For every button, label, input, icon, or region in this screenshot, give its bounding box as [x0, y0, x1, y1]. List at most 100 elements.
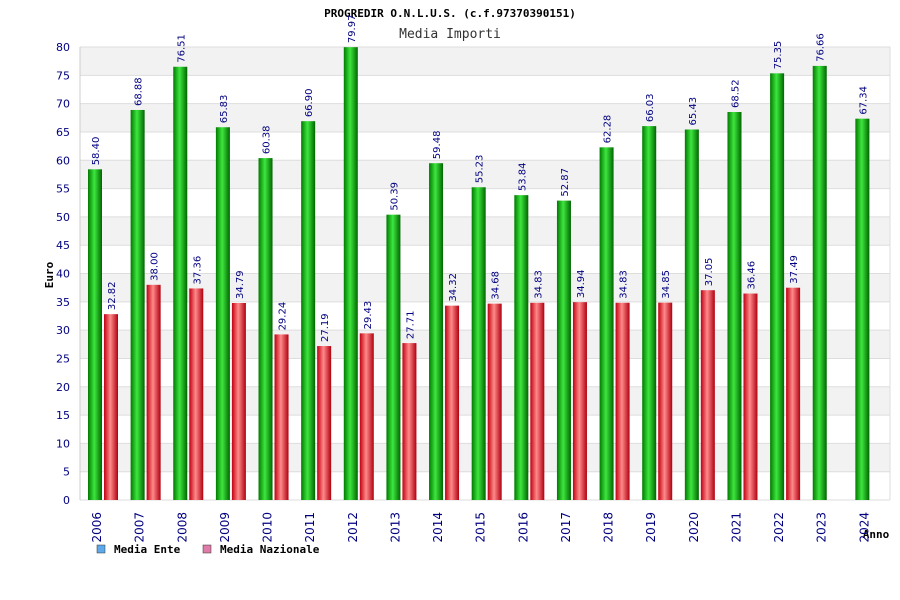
bar-media-ente — [258, 158, 273, 500]
data-label: 34.94 — [576, 270, 587, 299]
legend-swatch-media-ente — [96, 544, 106, 554]
bar-media-ente — [556, 200, 571, 500]
data-label: 68.88 — [134, 77, 145, 106]
data-label: 27.71 — [405, 310, 416, 339]
bar-media-ente — [642, 126, 657, 500]
data-label: 34.85 — [661, 270, 672, 299]
x-tick-label: 2013 — [388, 512, 402, 543]
x-tick-label: 2023 — [815, 512, 829, 543]
bar-media-ente — [727, 112, 742, 501]
bar-media-nazionale — [402, 343, 417, 500]
data-label: 53.84 — [517, 162, 528, 191]
data-label: 37.36 — [192, 256, 203, 285]
x-tick-label: 2008 — [175, 512, 189, 543]
y-tick-label: 50 — [56, 211, 70, 224]
grid-band — [80, 131, 890, 161]
data-label: 60.38 — [262, 125, 273, 154]
x-tick-label: 2019 — [644, 512, 658, 543]
bar-media-nazionale — [743, 293, 758, 500]
data-label: 62.28 — [603, 115, 614, 144]
bar-media-ente — [88, 169, 102, 500]
data-label: 68.52 — [730, 79, 741, 108]
data-label: 29.43 — [363, 301, 374, 330]
bar-media-nazionale — [572, 302, 587, 500]
bar-media-ente — [386, 214, 401, 500]
legend-label-media-nazionale: Media Nazionale — [220, 543, 320, 556]
x-tick-label: 2012 — [346, 512, 360, 543]
data-label: 38.00 — [150, 252, 161, 281]
bar-media-nazionale — [445, 305, 460, 500]
data-label: 34.68 — [491, 271, 502, 300]
bar-media-nazionale — [317, 346, 332, 500]
x-tick-label: 2016 — [516, 512, 530, 543]
data-label: 29.24 — [278, 302, 289, 331]
data-label: 52.87 — [560, 168, 571, 197]
data-label: 79.97 — [347, 15, 358, 44]
bar-media-nazionale — [146, 284, 161, 500]
bar-media-ente — [343, 47, 358, 501]
data-label: 55.23 — [475, 155, 486, 184]
data-label: 32.82 — [107, 282, 118, 311]
x-tick-label: 2011 — [303, 512, 317, 543]
bar-media-ente — [471, 187, 486, 500]
data-label: 67.34 — [858, 86, 869, 115]
data-label: 76.66 — [816, 33, 827, 62]
bar-media-ente — [855, 118, 870, 500]
x-tick-label: 2018 — [602, 512, 616, 543]
data-label: 34.32 — [448, 273, 459, 302]
data-label: 34.79 — [235, 270, 246, 299]
bar-media-ente — [215, 127, 230, 501]
bar-media-nazionale — [359, 333, 374, 500]
grid-band — [80, 75, 890, 104]
data-label: 66.90 — [304, 89, 315, 118]
bar-media-nazionale — [658, 302, 673, 500]
y-tick-label: 25 — [56, 352, 70, 365]
grid-band — [80, 160, 890, 189]
x-tick-label: 2014 — [431, 512, 445, 543]
y-tick-label: 60 — [56, 154, 70, 167]
data-label: 65.43 — [688, 97, 699, 126]
y-tick-label: 10 — [56, 437, 70, 450]
x-tick-label: 2021 — [729, 512, 743, 543]
x-tick-label: 2007 — [133, 512, 147, 543]
bar-media-ente — [770, 73, 785, 500]
y-tick-label: 40 — [56, 268, 70, 281]
bar-media-nazionale — [104, 314, 118, 500]
data-label: 27.19 — [320, 313, 331, 342]
y-tick-label: 5 — [63, 466, 70, 479]
data-label: 58.40 — [91, 137, 102, 166]
y-tick-label: 70 — [56, 98, 70, 111]
bar-media-ente — [301, 121, 316, 501]
bar-media-nazionale — [700, 290, 715, 500]
bar-media-ente — [812, 65, 827, 500]
bar-media-ente — [514, 195, 529, 501]
x-tick-label: 2024 — [857, 512, 871, 543]
y-tick-label: 30 — [56, 324, 70, 337]
data-label: 34.83 — [533, 270, 544, 299]
bar-media-nazionale — [530, 302, 545, 500]
data-label: 36.46 — [746, 261, 757, 290]
chart-title: PROGREDIR O.N.L.U.S. (c.f.97370390151) — [324, 7, 576, 20]
x-tick-label: 2009 — [218, 512, 232, 543]
x-axis-label: Anno — [863, 528, 890, 541]
y-axis-label: Euro — [43, 261, 56, 288]
data-label: 66.03 — [645, 93, 656, 122]
x-tick-label: 2015 — [474, 512, 488, 543]
data-label: 75.35 — [773, 41, 784, 70]
bar-media-ente — [684, 129, 699, 500]
y-tick-label: 65 — [56, 126, 70, 139]
bar-media-ente — [599, 147, 614, 501]
bar-media-ente — [130, 109, 145, 500]
bar-media-nazionale — [189, 288, 204, 500]
y-tick-label: 80 — [56, 41, 70, 54]
bar-media-nazionale — [615, 302, 630, 500]
y-tick-label: 45 — [56, 239, 70, 252]
bar-media-nazionale — [487, 303, 502, 500]
y-tick-label: 15 — [56, 409, 70, 422]
legend-label-media-ente: Media Ente — [114, 543, 181, 556]
data-label: 65.83 — [219, 95, 230, 124]
y-tick-label: 35 — [56, 296, 70, 309]
bar-media-ente — [173, 66, 188, 501]
bar-media-nazionale — [274, 334, 289, 500]
x-tick-label: 2020 — [687, 512, 701, 543]
